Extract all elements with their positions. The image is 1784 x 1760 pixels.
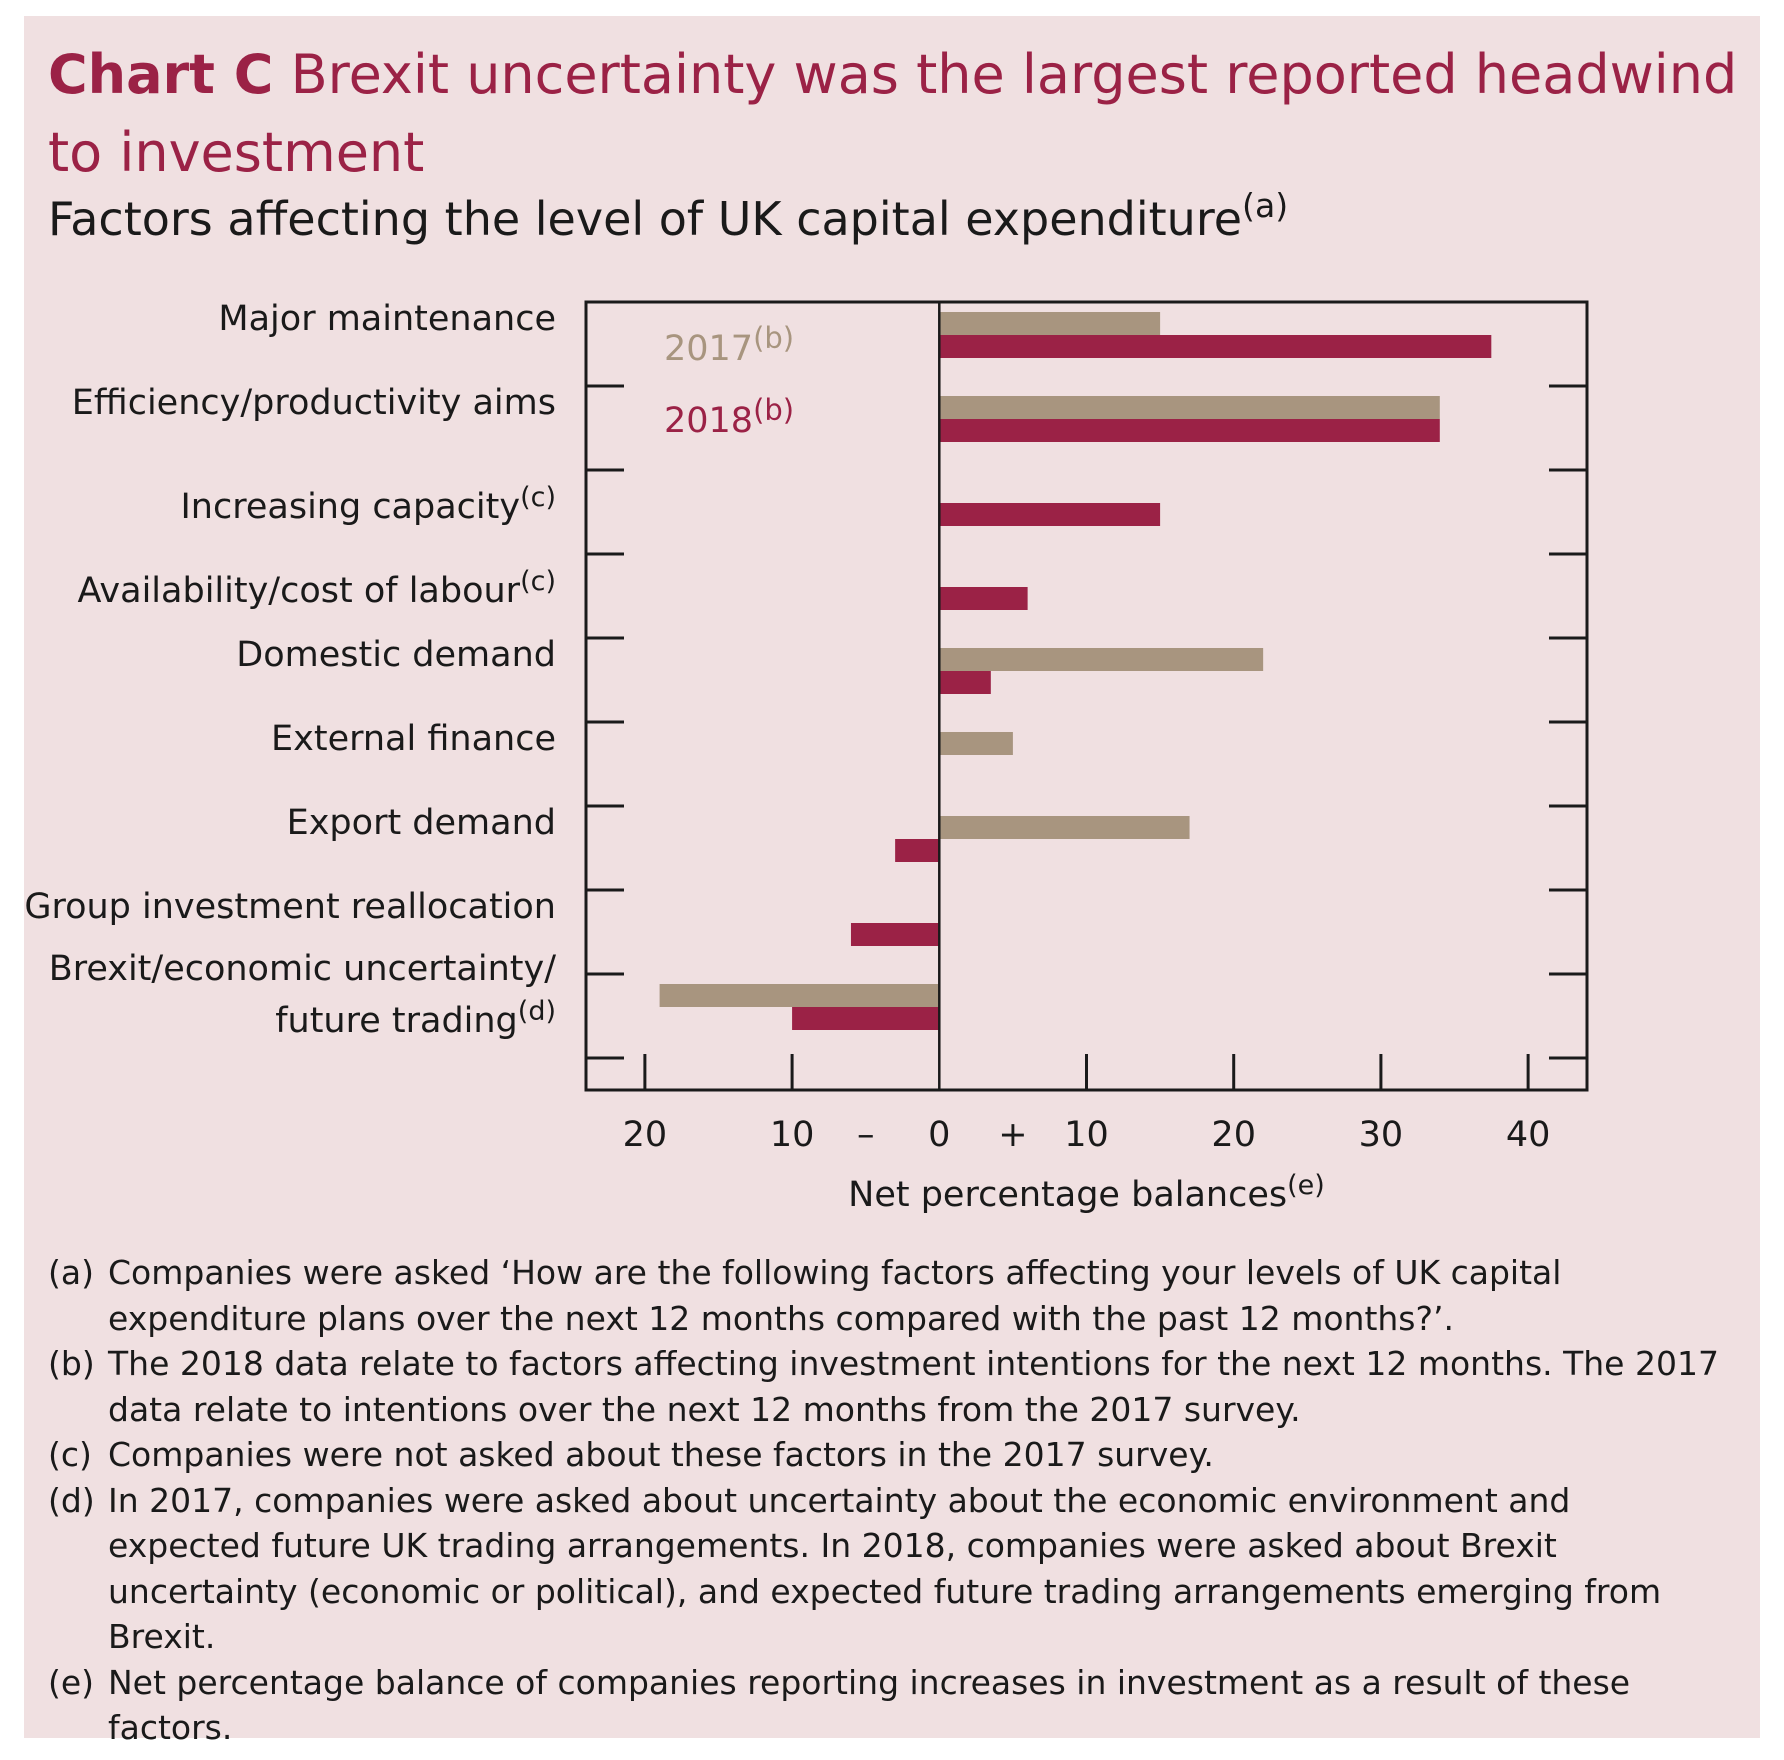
category-label: Group investment reallocation [24,887,556,927]
footnote-e: (e) Net percentage balance of companies r… [48,1660,1728,1751]
x-axis-label: Net percentage balances(e) [848,1170,1325,1215]
chart-panel: Chart C Brexit uncertainty was the large… [24,16,1760,1747]
category-label: Export demand [287,803,556,843]
footnote-tag: (e) [48,1662,95,1702]
footnotes: (a) Companies were asked ‘How are the fol… [48,1250,1728,1751]
x-tick-label: 20 [623,1115,668,1155]
bar-2018-7 [850,923,940,946]
footnote-text: The 2018 data relate to factors affectin… [108,1344,1719,1429]
category-label: Brexit/economic uncertainty/ [49,949,557,989]
chart-label: Chart C [48,43,274,106]
bar-2018-6 [895,839,940,862]
x-tick-label: 10 [1064,1115,1109,1155]
bar-2018-3 [939,587,1028,610]
bar-2017-6 [939,816,1190,839]
label-note: (b) [753,393,794,427]
category-label: Domestic demand [236,635,556,675]
bar-2017-8 [659,984,940,1007]
legend-2017: 2017(b) [664,321,794,369]
bar-2018-0 [939,335,1492,358]
footnote-b: (b) The 2018 data relate to factors affec… [48,1341,1728,1432]
footnote-tag: (c) [48,1435,92,1474]
label-note: (c) [520,566,556,597]
bar-2018-2 [939,503,1161,526]
footnote-c: (c) Companies were not asked about these … [48,1432,1728,1478]
bar-2018-8 [792,1007,940,1030]
legend-2018: 2018(b) [664,393,794,441]
label-note: (e) [1287,1170,1325,1201]
chart-subtitle: Factors affecting the level of UK capita… [48,189,1288,246]
footnote-text: Net percentage balance of companies repo… [108,1662,1631,1748]
footnote-text: In 2017, companies were asked about unce… [108,1480,1662,1657]
category-label: Major maintenance [218,299,556,339]
footnote-text: Companies were asked ‘How are the follow… [108,1253,1562,1338]
bar-2018-4 [939,671,991,694]
footnote-tag: (d) [48,1480,95,1520]
x-tick-label: 10 [770,1115,815,1155]
x-tick-label: 0 [928,1115,950,1155]
footnote-d: (d) In 2017, companies were asked about u… [48,1478,1728,1660]
bar-2017-0 [939,312,1161,335]
bar-2018-1 [939,419,1440,442]
category-label: future trading(d) [275,996,556,1041]
bar-chart: 20 10 0 10 20 30 40 – + Net percentage balances(e… [24,299,1589,1215]
chart-title-text: Brexit uncertainty was the largest repor… [48,43,1738,184]
bar-2017-4 [939,648,1264,671]
bar-2017-1 [939,396,1440,419]
positive-sign-label: + [998,1115,1027,1155]
category-label: External finance [271,719,556,759]
footnote-text: Companies were not asked about these fac… [108,1435,1214,1474]
bar-2017-5 [939,732,1013,755]
chart-title: Chart C Brexit uncertainty was the large… [48,36,1748,192]
footnote-tag: (a) [48,1253,94,1292]
label-note: (d) [518,996,556,1027]
category-label: Increasing capacity(c) [180,482,556,527]
x-tick-label: 40 [1506,1115,1551,1155]
category-label: Efficiency/productivity aims [72,383,556,423]
label-note: (c) [520,482,556,513]
footnote-a: (a) Companies were asked ‘How are the fol… [48,1250,1728,1341]
category-label: Availability/cost of labour(c) [78,566,556,611]
label-note: (b) [753,321,794,355]
footnote-tag: (b) [48,1344,95,1383]
x-tick-label: 30 [1359,1115,1404,1155]
chart-subtitle-text: Factors affecting the level of UK capita… [48,192,1243,246]
subtitle-note: (a) [1242,185,1289,225]
negative-sign-label: – [857,1115,875,1155]
x-tick-label: 20 [1211,1115,1256,1155]
